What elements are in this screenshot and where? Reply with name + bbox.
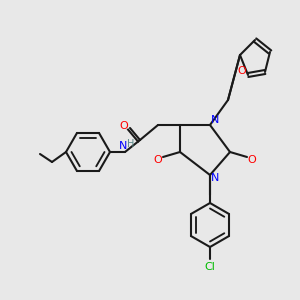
Text: Cl: Cl: [205, 262, 215, 272]
Text: N: N: [211, 115, 219, 125]
Text: O: O: [154, 155, 162, 165]
Text: O: O: [238, 66, 246, 76]
Text: O: O: [248, 155, 256, 165]
Text: N: N: [211, 173, 219, 183]
Text: O: O: [120, 121, 128, 131]
Text: N: N: [119, 141, 127, 151]
Text: H: H: [127, 139, 135, 149]
